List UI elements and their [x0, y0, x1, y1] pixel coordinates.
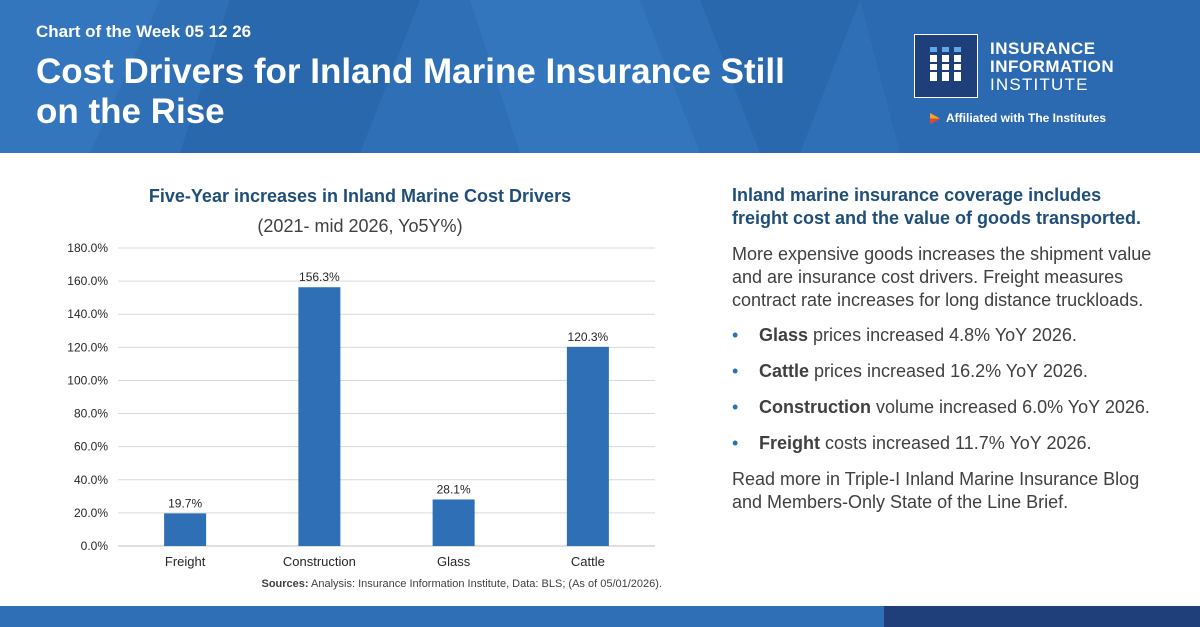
y-tick-label: 100.0% [67, 373, 108, 387]
y-tick-label: 180.0% [67, 241, 108, 255]
bullet-item: • Construction volume increased 6.0% YoY … [732, 396, 1162, 419]
data-label: 28.1% [437, 482, 471, 496]
bar [164, 513, 207, 546]
bullet-text: prices increased 4.8% YoY 2026. [808, 325, 1077, 345]
sources-text: Analysis: Insurance Information Institut… [308, 578, 662, 590]
y-tick-label: 60.0% [74, 440, 108, 454]
chart-title: Five-Year increases in Inland Marine Cos… [148, 186, 572, 206]
commentary-panel: Inland marine insurance coverage include… [732, 184, 1162, 514]
bullet-text: prices increased 16.2% YoY 2026. [809, 361, 1088, 381]
sources-label: Sources: [261, 578, 309, 590]
chart-subtitle: (2021- mid 2026, Yo5Y%) [257, 216, 463, 236]
play-arrow-icon [930, 112, 940, 124]
bar-chart: 0.0% 20.0% 40.0% 60.0% 80.0% 100.0% 120.0% 140.… [67, 241, 655, 569]
x-tick-label: Glass [437, 554, 471, 569]
bar [298, 287, 341, 546]
bullet-bold: Glass [759, 325, 809, 345]
footer-accent [884, 606, 1200, 627]
data-label: 19.7% [168, 496, 202, 510]
bullet-dot-icon: • [732, 361, 739, 381]
panel-lead: Inland marine insurance coverage include… [732, 185, 1142, 228]
y-tick-label: 160.0% [67, 274, 108, 288]
bullet-text: costs increased 11.7% YoY 2026. [820, 433, 1092, 453]
iii-logo-icon [914, 34, 978, 98]
chart-of-the-week-label: Chart of the Week 05 12 26 [36, 22, 252, 41]
bullet-list: • Glass prices increased 4.8% YoY 2026. •… [732, 324, 1162, 455]
y-tick-label: 140.0% [67, 307, 108, 321]
sources-note: Sources: Analysis: Insurance Information… [0, 578, 663, 590]
y-tick-label: 40.0% [74, 473, 108, 487]
bar [566, 346, 609, 546]
footer-bar [0, 606, 1200, 627]
bullet-item: • Freight costs increased 11.7% YoY 2026. [732, 432, 1162, 455]
y-tick-label: 0.0% [81, 539, 109, 553]
logo-wordmark: INSURANCE INFORMATION INSTITUTE [990, 40, 1114, 94]
x-tick-label: Cattle [571, 554, 605, 569]
logo-line-2: INFORMATION [990, 57, 1115, 76]
bullet-bold: Construction [759, 397, 871, 417]
bullet-dot-icon: • [732, 433, 739, 453]
y-tick-label: 20.0% [74, 506, 108, 520]
y-tick-label: 80.0% [74, 407, 108, 421]
bullet-text: volume increased 6.0% YoY 2026. [871, 397, 1150, 417]
bullet-dot-icon: • [732, 325, 739, 345]
logo-line-3: INSTITUTE [990, 75, 1089, 94]
bullet-item: • Glass prices increased 4.8% YoY 2026. [732, 324, 1162, 347]
data-label: 120.3% [568, 330, 609, 344]
panel-body: More expensive goods increases the shipm… [732, 244, 1152, 310]
panel-read-more: Read more in Triple-I Inland Marine Insu… [732, 469, 1140, 512]
header-banner: Chart of the Week 05 12 26 Cost Drivers … [0, 0, 1200, 153]
affiliation: Affiliated with The Institutes [930, 111, 1106, 125]
bullet-item: • Cattle prices increased 16.2% YoY 2026. [732, 360, 1162, 383]
bullet-bold: Cattle [759, 361, 810, 381]
affiliation-text: Affiliated with The Institutes [946, 111, 1107, 125]
x-tick-label: Freight [165, 554, 206, 569]
x-tick-label: Construction [283, 554, 356, 569]
bullet-bold: Freight [759, 433, 820, 453]
logo-line-1: INSURANCE [990, 39, 1096, 58]
bar [432, 499, 475, 546]
bullet-dot-icon: • [732, 397, 739, 417]
page-title: Cost Drivers for Inland Marine Insurance… [36, 52, 785, 131]
y-tick-label: 120.0% [67, 340, 108, 354]
data-label: 156.3% [299, 270, 340, 284]
